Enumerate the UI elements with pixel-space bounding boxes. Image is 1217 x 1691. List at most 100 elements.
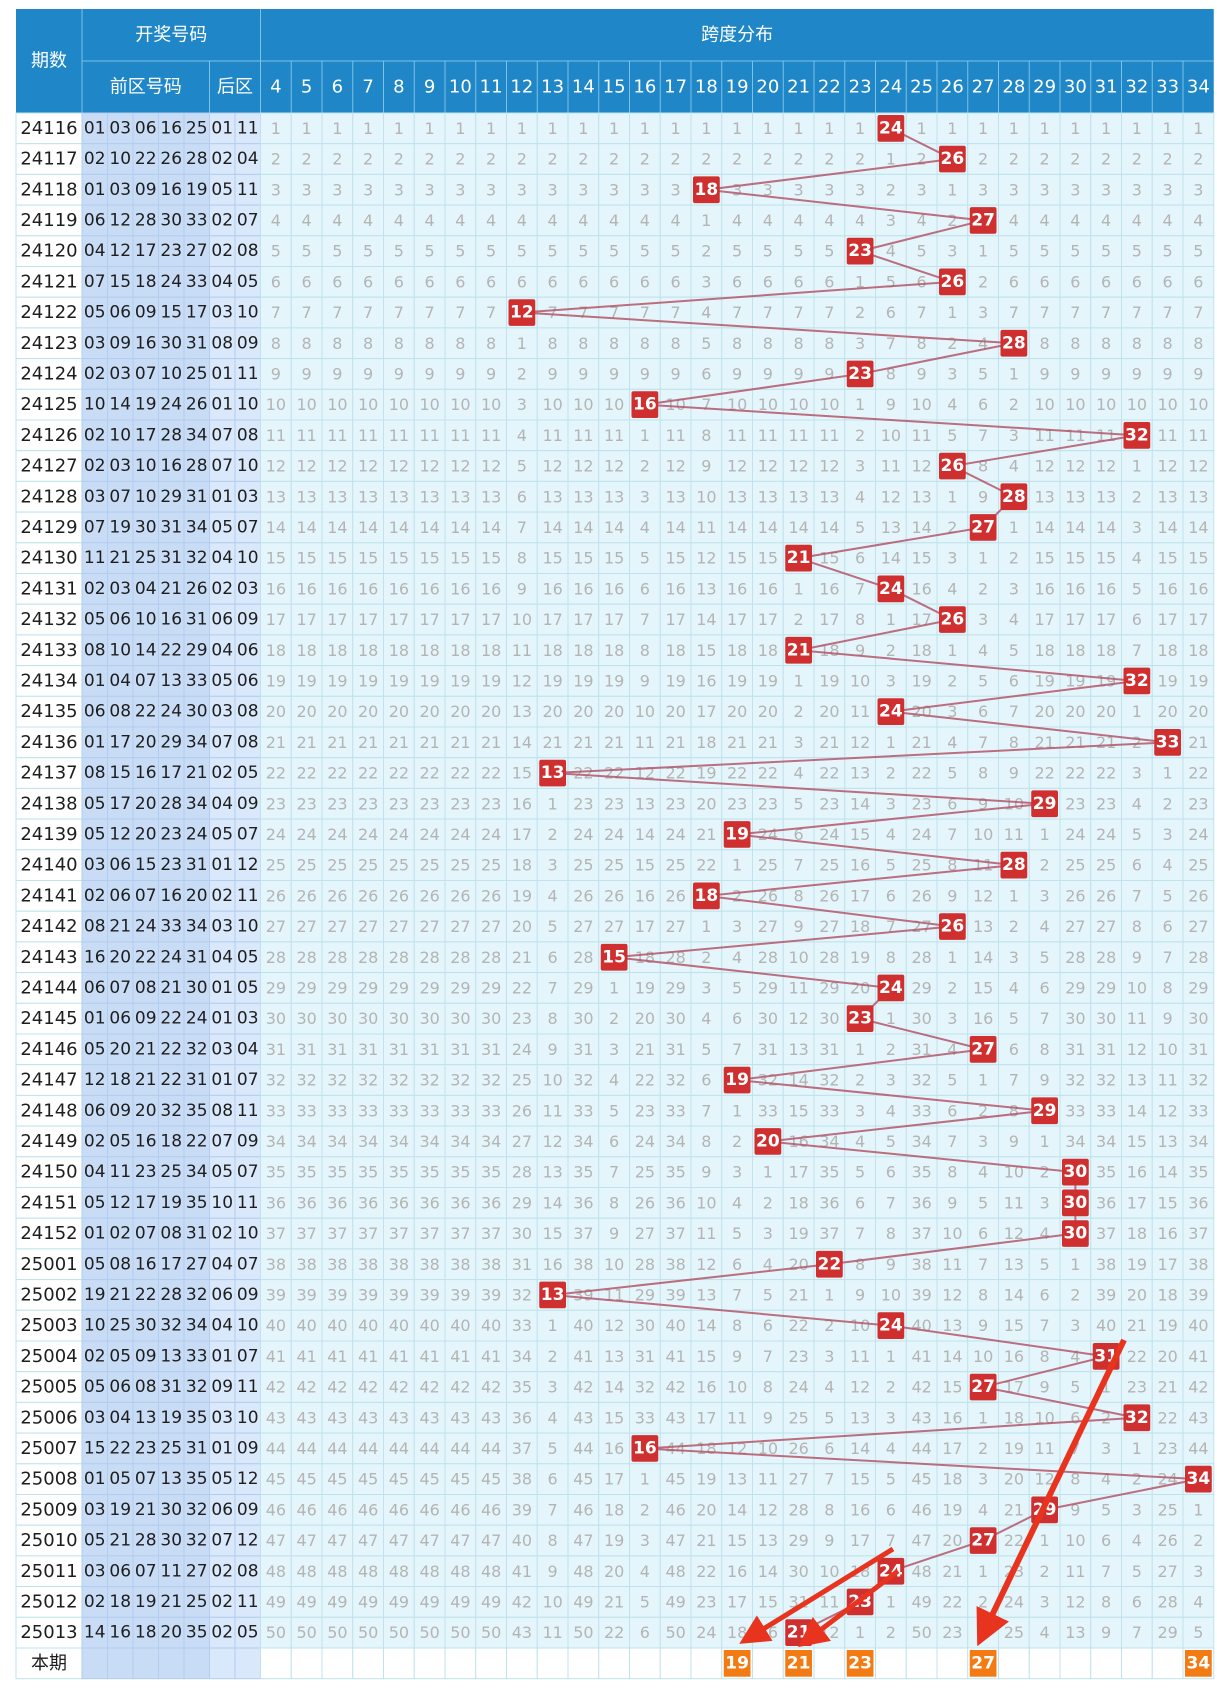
front-number: 01 — [84, 671, 106, 691]
miss-count: 34 — [1096, 1132, 1116, 1151]
miss-count: 15 — [696, 641, 716, 660]
miss-count: 33 — [573, 1101, 593, 1120]
period: 24128 — [20, 486, 77, 507]
miss-count: 13 — [819, 487, 839, 506]
miss-count: 2 — [1132, 733, 1142, 752]
miss-count: 28 — [327, 948, 347, 967]
miss-count: 9 — [1163, 1009, 1173, 1028]
miss-count: 20 — [450, 702, 470, 721]
miss-count: 17 — [450, 610, 470, 629]
miss-count: 11 — [604, 426, 624, 445]
span-cell — [536, 143, 569, 175]
miss-count: 2 — [855, 1071, 865, 1090]
miss-count: 4 — [394, 211, 404, 230]
miss-count: 3 — [486, 180, 496, 199]
back-number: 04 — [211, 548, 233, 568]
front-number: 19 — [135, 395, 157, 415]
back-number: 11 — [237, 1377, 259, 1397]
miss-count: 3 — [886, 794, 896, 813]
miss-count: 28 — [635, 1255, 655, 1274]
miss-count: 10 — [788, 395, 808, 414]
miss-count: 6 — [425, 272, 435, 291]
front-number: 10 — [135, 610, 157, 630]
miss-count: 30 — [389, 1009, 409, 1028]
miss-count: 18 — [727, 1623, 747, 1642]
miss-count: 21 — [327, 733, 347, 752]
miss-count: 8 — [363, 334, 373, 353]
front-cell — [81, 266, 108, 298]
span-cell — [321, 358, 354, 390]
miss-count: 12 — [788, 457, 808, 476]
span-cell — [567, 204, 600, 237]
front-number: 03 — [84, 1500, 106, 1520]
front-number: 14 — [135, 640, 157, 660]
span-cell — [321, 112, 354, 145]
miss-count: 24 — [696, 1623, 716, 1642]
miss-count: 3 — [1132, 518, 1142, 537]
miss-count: 10 — [450, 395, 470, 414]
miss-count: 11 — [512, 641, 532, 660]
miss-count: 50 — [296, 1623, 316, 1642]
miss-count: 1 — [978, 549, 988, 568]
front-number: 29 — [160, 732, 182, 752]
miss-count: 5 — [1101, 1500, 1111, 1519]
miss-count: 33 — [266, 1101, 286, 1120]
front-number: 10 — [160, 364, 182, 384]
miss-count: 9 — [640, 364, 650, 383]
miss-count: 8 — [978, 764, 988, 783]
front-number: 24 — [186, 1009, 208, 1029]
miss-count: 7 — [732, 1040, 742, 1059]
miss-count: 6 — [886, 1163, 896, 1182]
miss-count: 14 — [973, 948, 993, 967]
miss-count: 16 — [819, 579, 839, 598]
miss-count: 34 — [358, 1132, 378, 1151]
miss-count: 26 — [1157, 1531, 1177, 1550]
back-number: 02 — [211, 886, 233, 906]
back-number: 10 — [237, 917, 259, 937]
miss-count: 5 — [978, 671, 988, 690]
miss-count: 19 — [327, 671, 347, 690]
miss-count: 3 — [732, 180, 742, 199]
miss-count: 3 — [1193, 180, 1203, 199]
miss-count: 27 — [819, 917, 839, 936]
miss-count: 18 — [942, 1470, 962, 1489]
front-number: 33 — [186, 272, 208, 292]
span-cell — [1059, 204, 1092, 237]
miss-count: 10 — [1004, 794, 1024, 813]
hit-span: 16 — [633, 1438, 657, 1458]
span-column-header: 7 — [362, 77, 373, 98]
front-number: 35 — [186, 1469, 208, 1489]
miss-count: 10 — [727, 1378, 747, 1397]
miss-count: 5 — [947, 426, 957, 445]
miss-count: 20 — [819, 702, 839, 721]
period: 24149 — [20, 1131, 77, 1152]
miss-count: 16 — [1034, 579, 1054, 598]
span-cell — [659, 358, 692, 390]
miss-count: 27 — [266, 917, 286, 936]
miss-count: 24 — [389, 825, 409, 844]
front-number: 05 — [109, 1346, 131, 1366]
miss-count: 17 — [327, 610, 347, 629]
miss-count: 10 — [1127, 978, 1147, 997]
span-cell — [260, 143, 292, 175]
miss-count: 1 — [978, 1408, 988, 1427]
back-number: 02 — [211, 1623, 233, 1643]
span-cell — [536, 1647, 569, 1680]
miss-count: 28 — [819, 948, 839, 967]
miss-count: 8 — [794, 886, 804, 905]
miss-count: 11 — [1065, 426, 1085, 445]
back-number: 11 — [237, 1101, 259, 1121]
span-cell — [1121, 143, 1153, 175]
miss-count: 11 — [881, 457, 901, 476]
miss-count: 1 — [886, 1592, 896, 1611]
hit-span: 20 — [756, 1131, 780, 1151]
back-number: 07 — [237, 1070, 259, 1090]
front-number: 21 — [186, 763, 208, 783]
miss-count: 3 — [1070, 180, 1080, 199]
miss-count: 26 — [1188, 886, 1208, 905]
front-number: 17 — [186, 303, 208, 323]
current-span: 27 — [971, 1653, 995, 1673]
span-cell — [967, 327, 999, 360]
miss-count: 2 — [701, 948, 711, 967]
span-cell — [475, 173, 507, 206]
